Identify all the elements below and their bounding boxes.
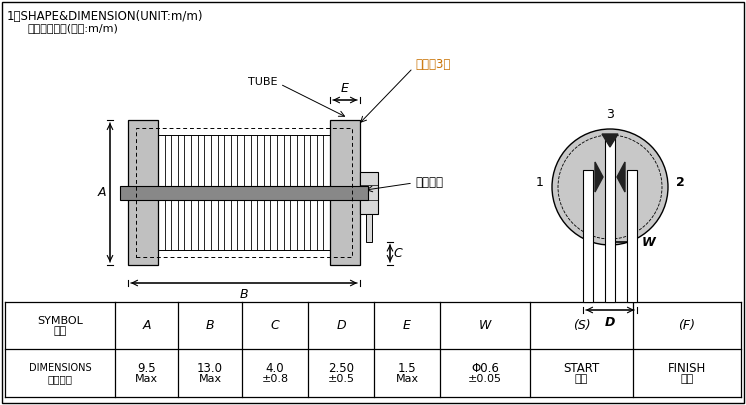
Text: C: C	[393, 247, 402, 260]
Polygon shape	[617, 162, 625, 192]
Bar	[5, 302, 741, 397]
Text: C: C	[271, 319, 279, 332]
Text: ±0.5: ±0.5	[327, 374, 354, 384]
Text: TUBE: TUBE	[248, 77, 278, 87]
Text: Max: Max	[135, 374, 158, 384]
Text: 4.0: 4.0	[266, 362, 284, 375]
Text: E: E	[341, 82, 349, 95]
Text: 9.5: 9.5	[137, 362, 156, 375]
Text: D: D	[605, 316, 615, 329]
Text: Φ0.6: Φ0.6	[471, 362, 499, 375]
Bar	[158, 192, 330, 250]
Bar	[366, 213, 372, 241]
Text: 白边对3脚: 白边对3脚	[415, 58, 451, 72]
Text: ±0.05: ±0.05	[468, 374, 502, 384]
Text: FINISH: FINISH	[668, 362, 706, 375]
Text: 起线: 起线	[575, 374, 588, 384]
Bar	[605, 134, 615, 302]
Bar	[330, 120, 360, 265]
Text: W: W	[642, 235, 656, 249]
Text: A: A	[142, 319, 151, 332]
Bar	[128, 120, 158, 265]
Text: 13.0: 13.0	[197, 362, 223, 375]
Text: B: B	[206, 319, 214, 332]
Text: ±0.8: ±0.8	[261, 374, 289, 384]
Text: 1.5: 1.5	[398, 362, 416, 375]
Text: Max: Max	[395, 374, 419, 384]
Text: 尺寸参数: 尺寸参数	[48, 374, 72, 384]
Text: 外观图形尺寸(单位:m/m): 外观图形尺寸(单位:m/m)	[28, 23, 119, 33]
Text: START: START	[563, 362, 600, 375]
Text: (S): (S)	[573, 319, 590, 332]
Polygon shape	[595, 162, 603, 192]
Text: 2.50: 2.50	[328, 362, 354, 375]
Text: 标注: 标注	[54, 326, 66, 337]
Text: 1、SHAPE&DIMENSION(UNIT:m/m): 1、SHAPE&DIMENSION(UNIT:m/m)	[7, 10, 204, 23]
Bar	[360, 171, 378, 213]
Bar	[627, 170, 637, 302]
Text: A: A	[98, 186, 106, 199]
Bar	[120, 185, 368, 200]
Text: 2: 2	[676, 175, 685, 188]
Bar	[158, 135, 330, 192]
Text: 收线: 收线	[680, 374, 694, 384]
Text: SYMBOL: SYMBOL	[37, 315, 83, 326]
Text: B: B	[239, 288, 248, 301]
Text: D: D	[336, 319, 346, 332]
Text: Max: Max	[198, 374, 222, 384]
Polygon shape	[602, 134, 618, 147]
Text: 1: 1	[536, 175, 544, 188]
Text: W: W	[479, 319, 491, 332]
Text: E: E	[403, 319, 411, 332]
Text: 点胶固定: 点胶固定	[415, 177, 443, 190]
Bar	[583, 170, 593, 302]
Circle shape	[552, 129, 668, 245]
Text: 3: 3	[606, 108, 614, 121]
Text: (F): (F)	[679, 319, 695, 332]
Text: DIMENSIONS: DIMENSIONS	[28, 363, 91, 373]
Bar	[136, 128, 352, 257]
